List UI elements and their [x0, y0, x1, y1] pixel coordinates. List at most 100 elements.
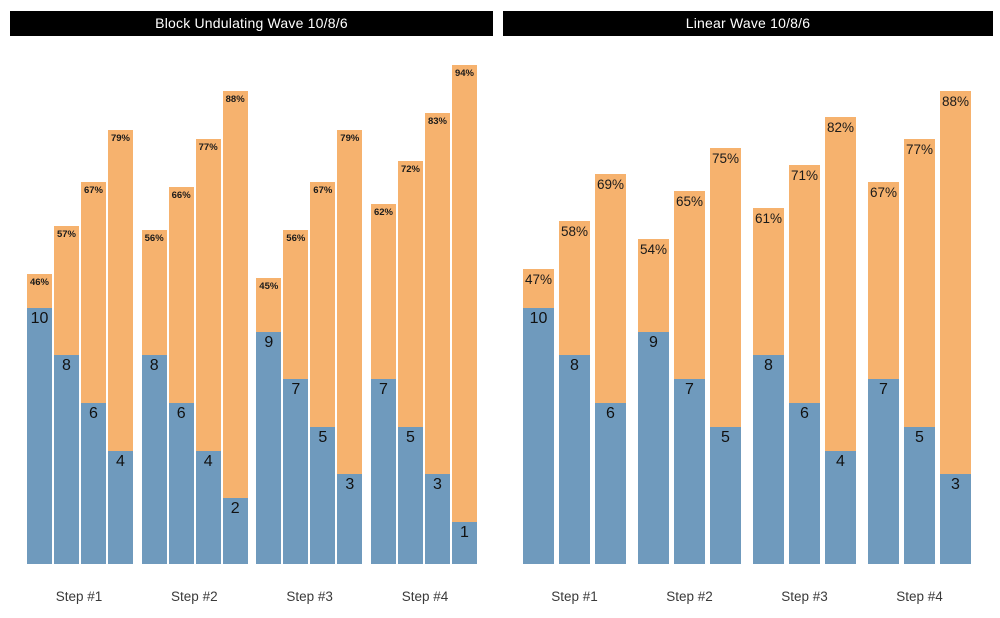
category-label: Step #2: [666, 589, 713, 604]
percent-label: 57%: [56, 229, 76, 240]
reps-segment: 10: [523, 308, 554, 564]
category-label: Step #1: [55, 589, 103, 604]
reps-segment: 7: [370, 379, 396, 564]
reps-segment: 6: [168, 403, 194, 564]
percent-label: 65%: [675, 194, 704, 209]
reps-value-label: 6: [606, 405, 615, 422]
reps-segment: 7: [283, 379, 309, 564]
panel-linear-wave: Linear Wave 10/8/6 47% 10 58% 8 69% 6 54% 9 65% 7…: [503, 0, 993, 618]
percent-label: 82%: [826, 120, 855, 135]
percent-label: 61%: [754, 211, 783, 226]
bar-group: 47% 10 58% 8 69% 6: [523, 174, 626, 564]
reps-value-label: 3: [951, 476, 960, 493]
reps-segment: 6: [595, 403, 626, 564]
category-label: Step #1: [551, 589, 598, 604]
category-label: Step #4: [401, 589, 449, 604]
reps-value-label: 4: [116, 453, 125, 470]
reps-segment: 7: [868, 379, 899, 564]
percent-label: 88%: [941, 94, 970, 109]
reps-segment: 3: [424, 474, 450, 564]
percent-label: 58%: [560, 224, 589, 239]
reps-value-label: 7: [685, 381, 694, 398]
stacked-bar: 61% 8: [753, 208, 784, 564]
reps-value-label: 7: [879, 381, 888, 398]
percent-label: 67%: [83, 185, 103, 196]
bar-group: 46% 10 57% 8 67% 6 79% 4: [27, 130, 133, 564]
reps-segment: 8: [753, 355, 784, 564]
reps-segment: 7: [674, 379, 705, 564]
stacked-bar: 46% 10: [27, 274, 52, 564]
percent-label: 77%: [905, 142, 934, 157]
reps-value-label: 8: [149, 357, 159, 374]
reps-value-label: 6: [89, 405, 98, 422]
reps-value-label: 5: [915, 429, 924, 446]
reps-segment: 5: [310, 427, 336, 564]
reps-segment: 4: [825, 451, 856, 564]
stacked-bar: 66% 6: [168, 187, 194, 564]
reps-segment: 8: [54, 355, 79, 564]
reps-value-label: 10: [529, 310, 548, 327]
reps-value-label: 7: [379, 381, 388, 398]
stacked-bar: 75% 5: [710, 148, 741, 564]
stacked-bar: 77% 5: [904, 139, 935, 564]
stacked-bar: 67% 5: [310, 182, 336, 564]
stacked-bar: 71% 6: [789, 165, 820, 564]
reps-value-label: 3: [345, 476, 355, 493]
stacked-bar: 62% 7: [370, 204, 396, 564]
category-label: Step #3: [781, 589, 828, 604]
category-axis-right: Step #1 Step #2 Step #3 Step #4: [523, 589, 971, 604]
category-label: Step #2: [171, 589, 218, 604]
stacked-bar: 67% 6: [81, 182, 106, 564]
reps-segment: 6: [789, 403, 820, 564]
reps-value-label: 8: [62, 357, 71, 374]
stacked-bar: 82% 4: [825, 117, 856, 564]
percent-label: 56%: [286, 233, 306, 244]
reps-value-label: 5: [406, 429, 415, 446]
reps-value-label: 6: [176, 405, 186, 422]
reps-segment: 1: [451, 522, 477, 564]
reps-value-label: 9: [264, 334, 274, 351]
reps-segment: 6: [81, 403, 106, 564]
reps-segment: 2: [222, 498, 248, 564]
reps-value-label: 7: [291, 381, 301, 398]
bar-group: 56% 8 66% 6 77% 4 88% 2: [141, 91, 248, 564]
percent-label: 47%: [524, 272, 553, 287]
reps-value-label: 6: [800, 405, 809, 422]
stacked-bar: 45% 9: [256, 278, 282, 564]
bar-group: 45% 9 56% 7 67% 5 79% 3: [256, 130, 363, 564]
percent-label: 67%: [869, 185, 898, 200]
stacked-bar: 79% 4: [108, 130, 133, 564]
bar-group: 54% 9 65% 7 75% 5: [638, 148, 741, 564]
reps-value-label: 2: [230, 500, 240, 517]
chart-title-block-undulating: Block Undulating Wave 10/8/6: [10, 11, 493, 36]
reps-segment: 8: [141, 355, 167, 564]
percent-label: 79%: [110, 133, 130, 144]
percent-label: 77%: [198, 142, 218, 153]
reps-segment: 9: [256, 332, 282, 564]
reps-segment: 5: [904, 427, 935, 564]
reps-segment: 3: [940, 474, 971, 564]
percent-label: 75%: [711, 151, 740, 166]
category-label: Step #3: [286, 589, 333, 604]
stacked-bar: 54% 9: [638, 239, 669, 564]
percent-label: 62%: [373, 207, 393, 218]
bar-group: 62% 7 72% 5 83% 3 94% 1: [370, 65, 477, 564]
reps-value-label: 4: [203, 453, 213, 470]
reps-value-label: 5: [721, 429, 730, 446]
reps-value-label: 8: [570, 357, 579, 374]
stacked-bar: 72% 5: [397, 161, 423, 564]
stacked-bar: 69% 6: [595, 174, 626, 564]
reps-segment: 8: [559, 355, 590, 564]
bars-area-right: 47% 10 58% 8 69% 6 54% 9 65% 7 75% 5 61% 8 71% 6 82% 4 67%…: [523, 45, 971, 564]
reps-value-label: 3: [433, 476, 442, 493]
percent-label: 79%: [340, 133, 360, 144]
stacked-bar: 58% 8: [559, 221, 590, 564]
reps-segment: 4: [195, 451, 221, 564]
percent-label: 56%: [144, 233, 164, 244]
stacked-bar: 88% 2: [222, 91, 248, 564]
reps-segment: 5: [710, 427, 741, 564]
panel-block-undulating-wave: Block Undulating Wave 10/8/6 46% 10 57% 8 67…: [10, 0, 493, 618]
stacked-bar: 67% 7: [868, 182, 899, 564]
percent-label: 46%: [29, 277, 49, 288]
